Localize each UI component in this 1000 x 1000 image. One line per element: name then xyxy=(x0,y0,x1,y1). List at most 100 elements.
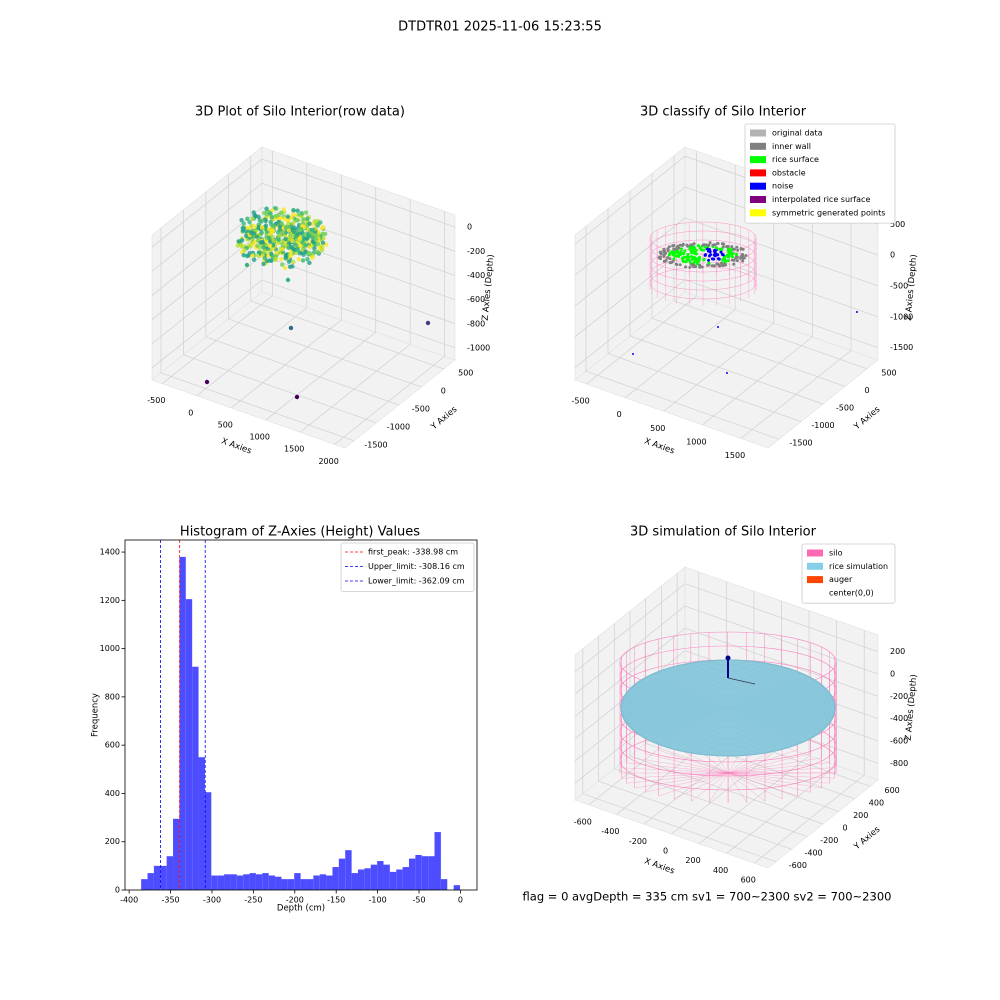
y-tick-label: 400 xyxy=(105,789,120,798)
bar xyxy=(204,792,212,890)
wire xyxy=(727,772,830,784)
y-tick-label: -500 xyxy=(412,404,430,413)
point xyxy=(295,218,300,223)
y-tick-label: -600 xyxy=(789,861,807,870)
point xyxy=(730,245,734,249)
point xyxy=(287,264,293,269)
grid-line xyxy=(205,336,399,406)
point xyxy=(683,249,687,253)
legend-label: Upper_limit: -308.16 cm xyxy=(368,562,465,571)
grid-line xyxy=(582,793,776,863)
bar xyxy=(160,865,167,890)
point xyxy=(266,235,272,241)
grid-line xyxy=(151,255,263,345)
point xyxy=(252,224,257,229)
point xyxy=(246,253,251,258)
x-tick-label: 1000 xyxy=(686,437,706,446)
point xyxy=(702,258,706,262)
point xyxy=(307,260,312,266)
point xyxy=(718,247,722,251)
point xyxy=(289,215,294,221)
mesh xyxy=(663,679,793,737)
point xyxy=(242,248,247,253)
point xyxy=(249,230,254,236)
x-tick-label: 2000 xyxy=(318,457,338,466)
grid-line xyxy=(684,217,879,287)
point xyxy=(239,243,244,248)
x-tick-label: -400 xyxy=(120,896,138,905)
mesh xyxy=(669,681,788,735)
point xyxy=(662,259,666,263)
point xyxy=(678,263,682,267)
legend-swatch xyxy=(807,549,823,557)
legend-swatch xyxy=(750,209,766,217)
point xyxy=(267,243,273,248)
point xyxy=(293,234,298,239)
point xyxy=(307,244,312,250)
legend-swatch xyxy=(750,129,766,137)
point xyxy=(310,255,315,260)
point xyxy=(678,252,682,256)
point xyxy=(239,218,244,223)
subplot-title: 3D Plot of Silo Interior(row data) xyxy=(195,105,405,120)
point xyxy=(726,259,730,263)
grid-line xyxy=(231,319,342,409)
point xyxy=(744,253,748,257)
bar xyxy=(166,856,174,890)
point xyxy=(256,214,261,220)
mesh xyxy=(693,692,763,724)
point xyxy=(738,256,742,260)
bar xyxy=(364,868,371,890)
y-tick-label: -1000 xyxy=(387,422,410,431)
bar xyxy=(224,874,231,890)
mesh xyxy=(677,685,779,731)
point xyxy=(313,237,319,242)
x-tick-label: -250 xyxy=(244,896,262,905)
point xyxy=(262,248,267,253)
grid-line xyxy=(673,300,868,370)
mesh xyxy=(682,687,774,729)
footer: flag = 0 avgDepth = 335 cm sv1 = 700~230… xyxy=(523,890,892,904)
point xyxy=(726,372,728,374)
wire xyxy=(727,772,798,797)
bar xyxy=(389,871,397,890)
wire xyxy=(626,772,729,784)
point xyxy=(307,251,313,256)
point xyxy=(736,248,740,252)
point xyxy=(677,246,681,250)
y-tick-label: 0 xyxy=(441,386,446,395)
legend-label: symmetric generated points xyxy=(772,208,885,217)
point xyxy=(712,257,716,261)
legend-label: Lower_limit: -362.09 cm xyxy=(368,577,465,586)
point xyxy=(704,253,708,257)
grid-line xyxy=(151,279,263,369)
point xyxy=(310,227,316,233)
z-tick-label: 0 xyxy=(467,223,472,232)
bar xyxy=(185,599,193,890)
legend-label: noise xyxy=(772,182,793,191)
point xyxy=(256,225,261,230)
point xyxy=(290,238,295,244)
bar xyxy=(440,879,448,890)
bar xyxy=(453,885,461,890)
x-tick-label: 200 xyxy=(685,856,700,865)
point xyxy=(716,262,720,266)
legend-swatch xyxy=(750,169,766,177)
wire xyxy=(658,772,729,797)
point xyxy=(708,250,712,254)
y-tick-label: 200 xyxy=(853,811,868,820)
bar xyxy=(434,832,441,890)
point xyxy=(249,223,254,228)
point xyxy=(700,265,704,269)
legend-swatch xyxy=(750,182,766,190)
mesh xyxy=(671,682,785,734)
x-tick-label: 0 xyxy=(188,408,193,417)
mesh xyxy=(687,689,769,727)
point xyxy=(632,353,634,355)
grid-line xyxy=(629,335,824,405)
legend-label: auger xyxy=(829,575,853,584)
point xyxy=(673,250,677,254)
subplot-title: 3D classify of Silo Interior xyxy=(640,105,807,120)
point xyxy=(298,227,303,232)
